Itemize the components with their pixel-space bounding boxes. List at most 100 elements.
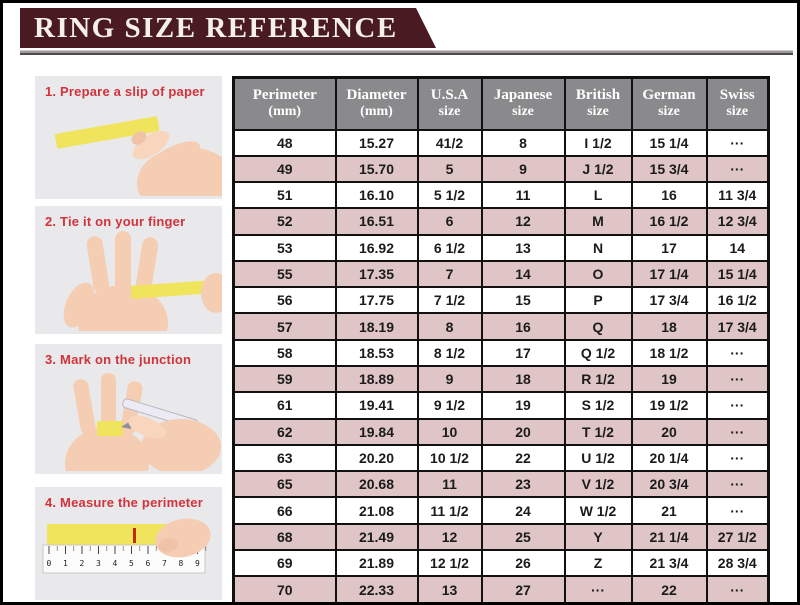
column-header-german: German size	[630, 76, 708, 131]
table-cell: 25	[480, 522, 566, 552]
table-cell: 58	[232, 338, 337, 368]
table-row: 61 19.41 9 1/2 19 S 1/2 19 1/2 ···	[232, 391, 770, 420]
table-cell: 15 3/4	[630, 154, 708, 184]
svg-text:2: 2	[80, 559, 85, 568]
table-cell: 23	[480, 470, 566, 499]
table-cell: 11 1/2	[416, 496, 483, 525]
table-cell: 53	[232, 233, 337, 262]
table-cell: 7	[416, 259, 483, 289]
table-cell: M	[563, 207, 633, 236]
svg-text:7: 7	[162, 559, 167, 568]
table-cell: ···	[705, 443, 770, 473]
table-cell: 22	[630, 575, 708, 602]
table-cell: 18.19	[334, 312, 419, 341]
table-cell: 59	[232, 365, 337, 394]
table-cell: 17.75	[334, 286, 419, 315]
table-cell: 15 1/4	[630, 128, 708, 157]
table-row: 59 18.89 9 18 R 1/2 19 ···	[232, 365, 770, 394]
table-cell: 26	[480, 548, 566, 578]
table-cell: 17	[630, 233, 708, 262]
table-cell: ···	[705, 470, 770, 499]
table-cell: 16 1/2	[630, 207, 708, 236]
table-cell: R 1/2	[563, 365, 633, 394]
table-cell: ···	[705, 338, 770, 368]
table-cell: 70	[232, 575, 337, 602]
table-cell: 20.68	[334, 470, 419, 499]
table-cell: 27	[480, 575, 566, 602]
table-cell: 12 3/4	[705, 207, 770, 236]
table-cell: 17 1/4	[630, 259, 708, 289]
table-cell: 8 1/2	[416, 338, 483, 368]
table-cell: 15 1/4	[705, 259, 770, 289]
table-cell: ···	[705, 575, 770, 602]
table-cell: ···	[705, 365, 770, 394]
table-cell: 16.10	[334, 181, 419, 210]
table-cell: 68	[232, 522, 337, 552]
table-cell: 27 1/2	[705, 522, 770, 552]
table-row: 48 15.27 41/2 8 I 1/2 15 1/4 ···	[232, 128, 770, 157]
divider	[20, 50, 793, 55]
table-cell: 19	[480, 391, 566, 420]
table-cell: 17	[480, 338, 566, 368]
table-cell: 17 3/4	[705, 312, 770, 341]
table-row: 68 21.49 12 25 Y 21 1/4 27 1/2	[232, 522, 770, 552]
svg-text:1: 1	[63, 559, 68, 568]
table-row: 56 17.75 7 1/2 15 P 17 3/4 16 1/2	[232, 286, 770, 315]
table-cell: 9	[416, 365, 483, 394]
svg-text:3: 3	[96, 559, 101, 568]
table-cell: 57	[232, 312, 337, 341]
column-header-diameter: Diameter (mm)	[334, 76, 419, 131]
table-cell: 51	[232, 181, 337, 210]
table-body: 48 15.27 41/2 8 I 1/2 15 1/4 ··· 49 15.70 5 9 J 1/2…	[232, 128, 770, 602]
table-cell: 16	[480, 312, 566, 341]
table-cell: 13	[480, 233, 566, 262]
table-cell: I 1/2	[563, 128, 633, 157]
table-cell: Q	[563, 312, 633, 341]
table-cell: 55	[232, 259, 337, 289]
svg-text:6: 6	[146, 559, 151, 568]
table-cell: 18	[480, 365, 566, 394]
table-cell: Z	[563, 548, 633, 578]
step-1-photo-paper-slip	[54, 116, 222, 196]
table-cell: 16.51	[334, 207, 419, 236]
table-cell: 18 1/2	[630, 338, 708, 368]
table-cell: 17.35	[334, 259, 419, 289]
table-cell: 11 3/4	[705, 181, 770, 210]
column-header-perimeter: Perimeter (mm)	[232, 76, 337, 131]
table-cell: ···	[705, 154, 770, 184]
ring-size-table: Perimeter (mm) Diameter (mm) U.S.A size Jap…	[232, 76, 770, 602]
table-cell: 21 1/4	[630, 522, 708, 552]
table-cell: 22	[480, 443, 566, 473]
table-cell: 62	[232, 417, 337, 446]
table-row: 57 18.19 8 16 Q 18 17 3/4	[232, 312, 770, 341]
table-cell: 21.08	[334, 496, 419, 525]
table-cell: 14	[480, 259, 566, 289]
step-2-label: 2. Tie it on your finger	[45, 214, 186, 229]
table-cell: 13	[416, 575, 483, 602]
step-card-2: 2. Tie it on your finger	[35, 206, 222, 334]
table-cell: 69	[232, 548, 337, 578]
step-3-label: 3. Mark on the junction	[45, 352, 192, 367]
table-cell: 56	[232, 286, 337, 315]
table-cell: 6	[416, 207, 483, 236]
table-cell: N	[563, 233, 633, 262]
svg-text:0: 0	[47, 559, 52, 568]
table-cell: 18.53	[334, 338, 419, 368]
table-row: 52 16.51 6 12 M 16 1/2 12 3/4	[232, 207, 770, 236]
table-cell: 28 3/4	[705, 548, 770, 578]
table-cell: 18.89	[334, 365, 419, 394]
table-cell: Y	[563, 522, 633, 552]
table-cell: 18	[630, 312, 708, 341]
table-cell: 52	[232, 207, 337, 236]
svg-text:9: 9	[195, 559, 200, 568]
table-cell: ···	[705, 391, 770, 420]
column-header-british: British size	[563, 76, 633, 131]
table-cell: 19	[630, 365, 708, 394]
page-title: RING SIZE REFERENCE	[34, 11, 398, 44]
step-2-photo-tie-finger	[63, 231, 222, 331]
step-card-1: 1. Prepare a slip of paper	[35, 76, 222, 199]
table-cell: 65	[232, 470, 337, 499]
table-row: 58 18.53 8 1/2 17 Q 1/2 18 1/2 ···	[232, 338, 770, 368]
table-cell: V 1/2	[563, 470, 633, 499]
column-header-usa: U.S.A size	[416, 76, 483, 131]
